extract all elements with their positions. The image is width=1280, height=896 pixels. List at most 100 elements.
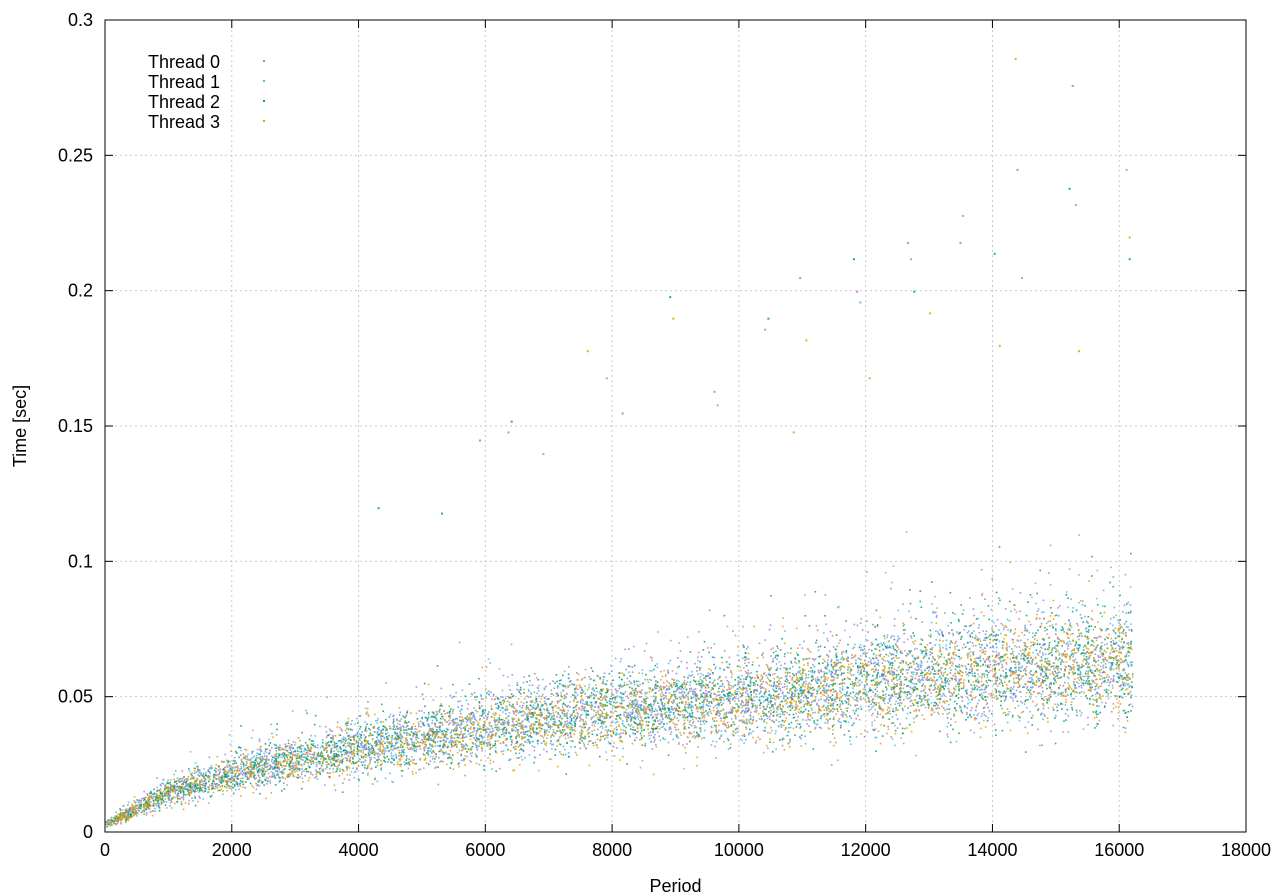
scatter-point bbox=[721, 685, 723, 687]
scatter-point bbox=[661, 716, 663, 718]
scatter-point bbox=[987, 685, 989, 687]
scatter-point bbox=[195, 786, 198, 788]
scatter-point bbox=[248, 778, 250, 780]
scatter-point bbox=[948, 632, 951, 635]
scatter-point bbox=[208, 770, 211, 773]
scatter-point bbox=[654, 708, 657, 710]
scatter-point bbox=[1080, 681, 1083, 684]
scatter-point bbox=[628, 680, 631, 683]
scatter-point bbox=[521, 743, 523, 745]
scatter-point bbox=[142, 797, 145, 800]
scatter-point bbox=[811, 671, 814, 674]
scatter-point bbox=[364, 737, 366, 739]
scatter-point bbox=[346, 750, 349, 752]
scatter-point bbox=[922, 698, 925, 700]
scatter-point bbox=[619, 660, 622, 663]
scatter-point bbox=[742, 645, 745, 647]
scatter-point bbox=[1098, 705, 1100, 707]
scatter-point bbox=[728, 656, 731, 659]
scatter-point bbox=[845, 707, 848, 709]
scatter-point bbox=[400, 718, 402, 720]
scatter-point bbox=[799, 688, 801, 690]
scatter-point bbox=[1127, 663, 1129, 666]
scatter-point bbox=[660, 715, 662, 718]
scatter-point bbox=[910, 637, 913, 639]
scatter-point bbox=[349, 758, 351, 760]
scatter-point bbox=[744, 711, 747, 714]
scatter-point bbox=[811, 658, 814, 660]
scatter-point bbox=[947, 736, 949, 738]
scatter-point bbox=[1117, 619, 1119, 622]
scatter-point bbox=[781, 686, 784, 688]
scatter-point bbox=[202, 780, 205, 782]
scatter-point bbox=[1119, 673, 1121, 675]
scatter-point bbox=[1015, 695, 1017, 697]
scatter-point bbox=[373, 751, 376, 753]
scatter-point bbox=[1019, 667, 1021, 669]
scatter-point bbox=[1053, 646, 1056, 649]
scatter-point bbox=[1024, 726, 1027, 729]
scatter-point bbox=[431, 731, 434, 734]
scatter-point bbox=[1035, 618, 1038, 620]
scatter-point bbox=[301, 771, 303, 773]
scatter-point bbox=[266, 755, 268, 757]
scatter-point bbox=[613, 755, 616, 757]
scatter-point bbox=[1000, 657, 1002, 659]
scatter-point bbox=[992, 635, 995, 637]
scatter-point bbox=[448, 719, 450, 722]
scatter-point bbox=[461, 704, 463, 707]
scatter-point bbox=[1121, 661, 1123, 664]
scatter-point bbox=[628, 734, 631, 737]
scatter-point bbox=[411, 739, 413, 741]
scatter-point bbox=[415, 733, 417, 736]
scatter-point bbox=[720, 734, 723, 736]
scatter-point bbox=[967, 652, 969, 655]
scatter-point bbox=[621, 720, 624, 722]
scatter-point bbox=[1002, 644, 1004, 647]
scatter-point bbox=[795, 712, 797, 715]
scatter-point bbox=[921, 700, 923, 702]
scatter-point bbox=[178, 797, 181, 800]
scatter-point bbox=[307, 749, 310, 752]
scatter-point bbox=[474, 753, 477, 755]
scatter-point bbox=[134, 806, 136, 808]
scatter-point bbox=[889, 652, 891, 654]
scatter-point bbox=[521, 735, 523, 738]
scatter-point bbox=[722, 722, 724, 725]
scatter-point bbox=[529, 742, 531, 745]
scatter-point bbox=[1131, 705, 1134, 708]
scatter-point bbox=[937, 704, 939, 707]
scatter-point bbox=[279, 777, 282, 779]
scatter-point bbox=[635, 690, 637, 693]
scatter-point bbox=[987, 706, 989, 709]
scatter-point bbox=[1023, 703, 1026, 705]
scatter-point bbox=[744, 687, 746, 690]
scatter-point bbox=[899, 723, 901, 725]
scatter-point bbox=[1047, 653, 1050, 655]
scatter-point bbox=[857, 669, 860, 672]
scatter-point bbox=[397, 755, 400, 757]
scatter-point bbox=[1110, 566, 1112, 569]
scatter-point bbox=[604, 683, 606, 685]
scatter-point bbox=[1114, 647, 1117, 650]
scatter-point bbox=[846, 659, 848, 662]
scatter-point bbox=[173, 773, 175, 776]
scatter-point bbox=[153, 793, 155, 796]
scatter-point bbox=[1069, 666, 1072, 668]
scatter-point bbox=[480, 727, 482, 730]
scatter-point bbox=[364, 730, 366, 732]
scatter-point bbox=[1025, 670, 1027, 672]
scatter-point bbox=[873, 662, 875, 665]
scatter-point bbox=[1042, 707, 1045, 710]
scatter-point bbox=[892, 708, 894, 710]
scatter-point bbox=[863, 659, 866, 662]
scatter-point bbox=[1052, 706, 1054, 709]
scatter-point bbox=[261, 764, 264, 766]
scatter-point bbox=[423, 749, 426, 751]
scatter-point bbox=[938, 690, 940, 693]
scatter-point bbox=[487, 739, 489, 741]
scatter-point bbox=[565, 732, 567, 734]
scatter-point bbox=[1114, 643, 1117, 645]
scatter-point bbox=[654, 713, 657, 716]
scatter-point bbox=[172, 789, 174, 792]
